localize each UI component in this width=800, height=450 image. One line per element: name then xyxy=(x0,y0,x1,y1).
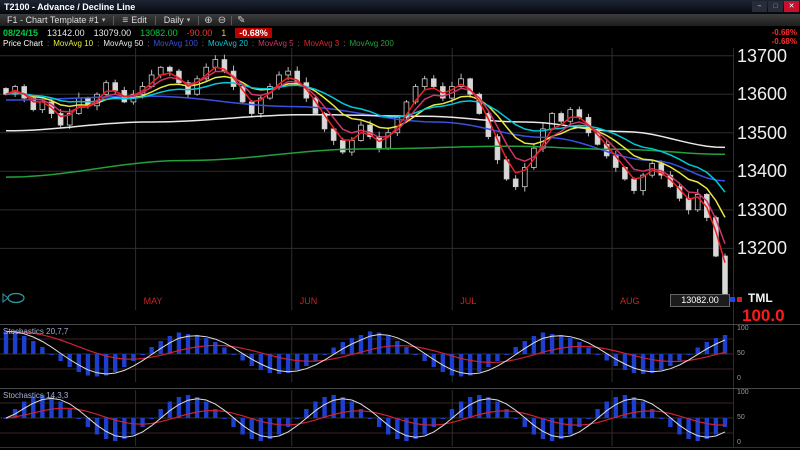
last-price-axis-label: 100.0 xyxy=(742,306,785,325)
quote-date: 08/24/15 xyxy=(3,28,39,38)
quote-change: -90.00 xyxy=(186,28,213,38)
quote-low: 13079.00 xyxy=(93,28,132,38)
legend-item[interactable]: MovAvg 200 xyxy=(349,39,394,48)
stoch2-title: Stochastics 14,3,3 xyxy=(3,391,69,400)
stoch-tick-label: 100 xyxy=(737,325,749,332)
edit-icon: ≡ xyxy=(122,14,129,26)
stoch-tick-label: 50 xyxy=(737,350,745,357)
legend-separator: : xyxy=(147,39,150,48)
stoch2-chart xyxy=(0,390,733,450)
stoch-panel-1[interactable]: Stochastics 20,7,7 xyxy=(0,326,733,382)
zoom-out-icon[interactable]: ⊖ xyxy=(217,14,227,26)
stoch-canvas[interactable] xyxy=(0,326,733,382)
price-tick-label: 13600 xyxy=(737,84,788,105)
axis-suffix-label: TML xyxy=(748,291,773,305)
price-tick-label: 13400 xyxy=(737,161,788,182)
axis-divider xyxy=(733,48,734,447)
stoch-tick-label: 0 xyxy=(737,375,741,382)
price-tick-label: 13200 xyxy=(737,238,788,259)
chevron-down-icon: ▾ xyxy=(101,17,106,24)
legend-separator: : xyxy=(201,39,205,48)
overlay-movavg-100 xyxy=(6,95,726,182)
quote-open: 13142.00 xyxy=(47,28,85,38)
price-tick-label: 13300 xyxy=(737,199,788,220)
percent-stack: -0.68% -0.68% xyxy=(772,28,797,46)
blue-dot-icon xyxy=(730,297,735,302)
quote-bar: 08/24/15 13142.00 13079.00 13082.00 -90.… xyxy=(3,28,272,38)
stoch-histogram xyxy=(3,395,728,441)
period-selector[interactable]: Daily ▾ xyxy=(161,15,194,26)
stoch-tick-label: 0 xyxy=(737,439,741,446)
month-label: AUG xyxy=(620,296,640,306)
bottom-edge xyxy=(0,447,800,448)
legend-separator: : xyxy=(297,39,300,48)
legend: Price Chart: MovAvg 10: MovAvg 50: MovAvg 1… xyxy=(3,39,394,48)
period-selector-label: Daily xyxy=(163,15,184,25)
instrument-marker-icon xyxy=(2,292,25,304)
stoch-slow-line xyxy=(5,330,726,364)
toolbar: F1 - Chart Template #1 ▾ ≡ Edit Daily ▾ … xyxy=(0,14,800,27)
panel-divider xyxy=(0,388,800,389)
price-tick-label: 13500 xyxy=(737,122,788,143)
stoch1-chart xyxy=(0,326,733,387)
legend-item[interactable]: MovAvg 10 xyxy=(53,39,94,48)
legend-separator: : xyxy=(47,39,50,48)
maximize-button[interactable]: □ xyxy=(768,1,783,12)
legend-item[interactable]: Price Chart xyxy=(3,39,44,48)
overlay-movavg-200 xyxy=(5,145,725,178)
price-axis: 13700 13600 13500 13400 13300 13200 xyxy=(733,45,800,310)
percent-right-2: -0.68% xyxy=(771,37,797,46)
minimize-button[interactable]: – xyxy=(752,1,767,12)
overlay-movavg-10 xyxy=(5,75,726,218)
legend-item[interactable]: MovAvg 5 xyxy=(258,39,294,48)
red-dot-icon xyxy=(737,297,742,302)
month-label: MAY xyxy=(144,296,163,306)
title-bar: T2100 - Advance / Decline Line – □ ✕ xyxy=(0,0,800,14)
price-chart[interactable]: MAY JUN JUL AUG xyxy=(0,48,733,310)
edit-button[interactable]: ≡ Edit xyxy=(119,15,149,26)
edit-button-label: Edit xyxy=(131,15,147,25)
toolbar-separator xyxy=(231,15,233,25)
stoch-fast-line xyxy=(5,331,726,375)
panel-divider xyxy=(0,324,800,325)
stoch-tick-label: 100 xyxy=(737,389,749,396)
template-selector[interactable]: F1 - Chart Template #1 ▾ xyxy=(4,15,108,26)
window-title: T2100 - Advance / Decline Line xyxy=(4,2,136,12)
stoch-fast-line xyxy=(5,397,726,438)
window-controls: – □ ✕ xyxy=(752,1,799,12)
price-tick-label: 13700 xyxy=(737,45,788,66)
price-chart-canvas[interactable]: MAY JUN JUL AUG xyxy=(0,48,733,310)
toolbar-separator xyxy=(113,15,115,25)
stoch-panel-2[interactable]: Stochastics 14,3,3 xyxy=(0,390,733,446)
legend-item[interactable]: MovAvg 50 xyxy=(103,39,144,48)
toolbar-separator xyxy=(198,15,200,25)
legend-separator: : xyxy=(343,39,346,48)
chevron-down-icon: ▾ xyxy=(186,17,191,24)
percent-right-1: -0.68% xyxy=(771,28,797,37)
stoch1-title: Stochastics 20,7,7 xyxy=(3,327,69,336)
month-label: JUN xyxy=(300,296,318,306)
legend-item[interactable]: MovAvg 100 xyxy=(153,39,198,48)
stoch-slow-line xyxy=(5,407,726,426)
last-price-badge: 13082.00 xyxy=(670,294,730,307)
zoom-in-icon[interactable]: ⊕ xyxy=(204,14,213,26)
change-percent-badge: -0.68% xyxy=(235,28,272,38)
toolbar-separator xyxy=(154,15,156,25)
quote-last: 13082.00 xyxy=(140,28,178,38)
legend-separator: : xyxy=(97,39,100,48)
legend-separator: : xyxy=(251,39,255,48)
stoch-canvas[interactable] xyxy=(0,390,733,446)
legend-item[interactable]: MovAvg 20 xyxy=(208,39,248,48)
month-label: JUL xyxy=(460,296,476,306)
close-button[interactable]: ✕ xyxy=(784,1,799,12)
stoch-tick-label: 50 xyxy=(737,414,745,421)
quote-flag: 1 xyxy=(221,28,227,38)
template-selector-label: F1 - Chart Template #1 xyxy=(7,15,99,25)
overlay-movavg-20 xyxy=(5,81,726,193)
legend-item[interactable]: MovAvg 3 xyxy=(303,39,340,48)
draw-pencil-icon[interactable]: ✎ xyxy=(237,14,246,26)
overlay-movavg-3 xyxy=(5,66,726,263)
